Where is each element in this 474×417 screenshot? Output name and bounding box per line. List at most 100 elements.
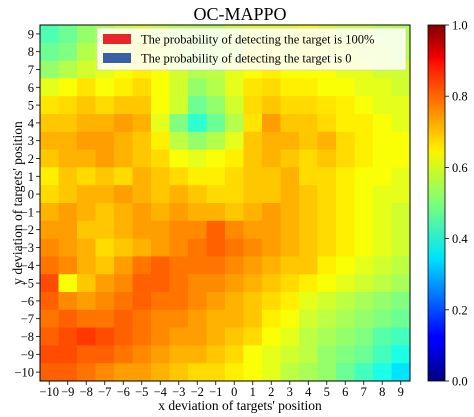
heatmap-cell — [188, 96, 207, 115]
heatmap-cell — [299, 363, 318, 382]
heatmap-cell — [40, 292, 59, 311]
x-tick-label: 0 — [231, 385, 237, 399]
heatmap-cell — [58, 114, 78, 133]
heatmap-cell — [354, 363, 374, 382]
heatmap-cell — [169, 274, 189, 293]
heatmap-cell — [132, 185, 152, 204]
heatmap-cell — [40, 42, 59, 61]
heatmap-cell — [373, 78, 392, 97]
heatmap-cell — [280, 327, 300, 346]
heatmap-cell — [188, 78, 207, 97]
heatmap-cell — [243, 131, 263, 150]
heatmap-cell — [354, 345, 374, 364]
heatmap-cell — [354, 238, 374, 257]
x-tick-label: 9 — [398, 385, 404, 399]
heatmap-cell — [280, 274, 300, 293]
heatmap-cell — [373, 203, 392, 222]
heatmap-cell — [132, 78, 152, 97]
heatmap-cell — [132, 131, 152, 150]
colorbar-gradient — [427, 24, 446, 382]
heatmap-cell — [169, 363, 189, 382]
heatmap-cell — [225, 78, 244, 97]
heatmap-cell — [188, 203, 207, 222]
heatmap-cell — [188, 292, 207, 311]
heatmap-cell — [262, 256, 281, 275]
heatmap-cell — [262, 131, 281, 150]
y-tick-label: 4 — [28, 116, 35, 130]
heatmap-cell — [391, 309, 411, 328]
heatmap-cell — [354, 114, 374, 133]
heatmap-cell — [391, 345, 411, 364]
heatmap-cell — [151, 78, 170, 97]
heatmap-cell — [243, 292, 263, 311]
heatmap-cell — [354, 220, 374, 239]
heatmap-cell — [225, 309, 244, 328]
heatmap-cell — [391, 114, 411, 133]
x-tick-label: 3 — [287, 385, 293, 399]
legend-swatch — [103, 53, 131, 63]
heatmap-cell — [77, 60, 96, 79]
heatmap-cell — [354, 131, 374, 150]
heatmap-cell — [299, 185, 318, 204]
heatmap-cell — [243, 149, 263, 168]
heatmap-cell — [114, 274, 133, 293]
heatmap-cell — [95, 114, 115, 133]
heatmap-cell — [114, 185, 133, 204]
heatmap-cell — [114, 220, 133, 239]
heatmap-cell — [391, 78, 411, 97]
heatmap-cell — [77, 96, 96, 115]
heatmap-cell — [391, 149, 411, 168]
heatmap-cell — [336, 256, 355, 275]
heatmap-cell — [373, 185, 392, 204]
heatmap-cell — [95, 327, 115, 346]
heatmap-cell — [95, 167, 115, 186]
heatmap-cell — [243, 309, 263, 328]
heatmap-cell — [95, 345, 115, 364]
heatmap-cell — [151, 238, 170, 257]
x-tick-label: 6 — [342, 385, 348, 399]
heatmap-cell — [188, 220, 207, 239]
heatmap-cell — [262, 363, 281, 382]
heatmap-cell — [391, 96, 411, 115]
heatmap-cell — [95, 220, 115, 239]
heatmap-cell — [58, 327, 78, 346]
heatmap-cell — [299, 149, 318, 168]
heatmap-cell — [243, 220, 263, 239]
heatmap-cell — [280, 256, 300, 275]
heatmap-cell — [206, 220, 226, 239]
heatmap-cell — [58, 131, 78, 150]
heatmap-cells — [40, 25, 411, 382]
heatmap-cell — [132, 345, 152, 364]
x-tick-label: 2 — [268, 385, 274, 399]
heatmap-cell — [354, 78, 374, 97]
heatmap-cell — [243, 274, 263, 293]
heatmap-cell — [336, 345, 355, 364]
heatmap-cell — [77, 25, 96, 44]
heatmap-cell — [40, 131, 59, 150]
heatmap-cell — [188, 238, 207, 257]
heatmap-cell — [280, 78, 300, 97]
heatmap-cell — [132, 327, 152, 346]
heatmap-cell — [336, 327, 355, 346]
heatmap-cell — [317, 309, 337, 328]
heatmap-cell — [151, 363, 170, 382]
heatmap-cell — [151, 114, 170, 133]
heatmap-cell — [262, 167, 281, 186]
heatmap-cell — [317, 167, 337, 186]
heatmap-cell — [299, 131, 318, 150]
heatmap-cell — [169, 238, 189, 257]
heatmap-cell — [95, 363, 115, 382]
heatmap-cell — [354, 256, 374, 275]
heatmap-cell — [317, 327, 337, 346]
heatmap-cell — [169, 345, 189, 364]
heatmap-cell — [336, 309, 355, 328]
heatmap-cell — [299, 203, 318, 222]
heatmap-cell — [206, 238, 226, 257]
heatmap-cell — [77, 167, 96, 186]
heatmap-cell — [151, 292, 170, 311]
heatmap-cell — [188, 131, 207, 150]
heatmap-cell — [206, 78, 226, 97]
heatmap-cell — [188, 274, 207, 293]
heatmap-cell — [58, 149, 78, 168]
